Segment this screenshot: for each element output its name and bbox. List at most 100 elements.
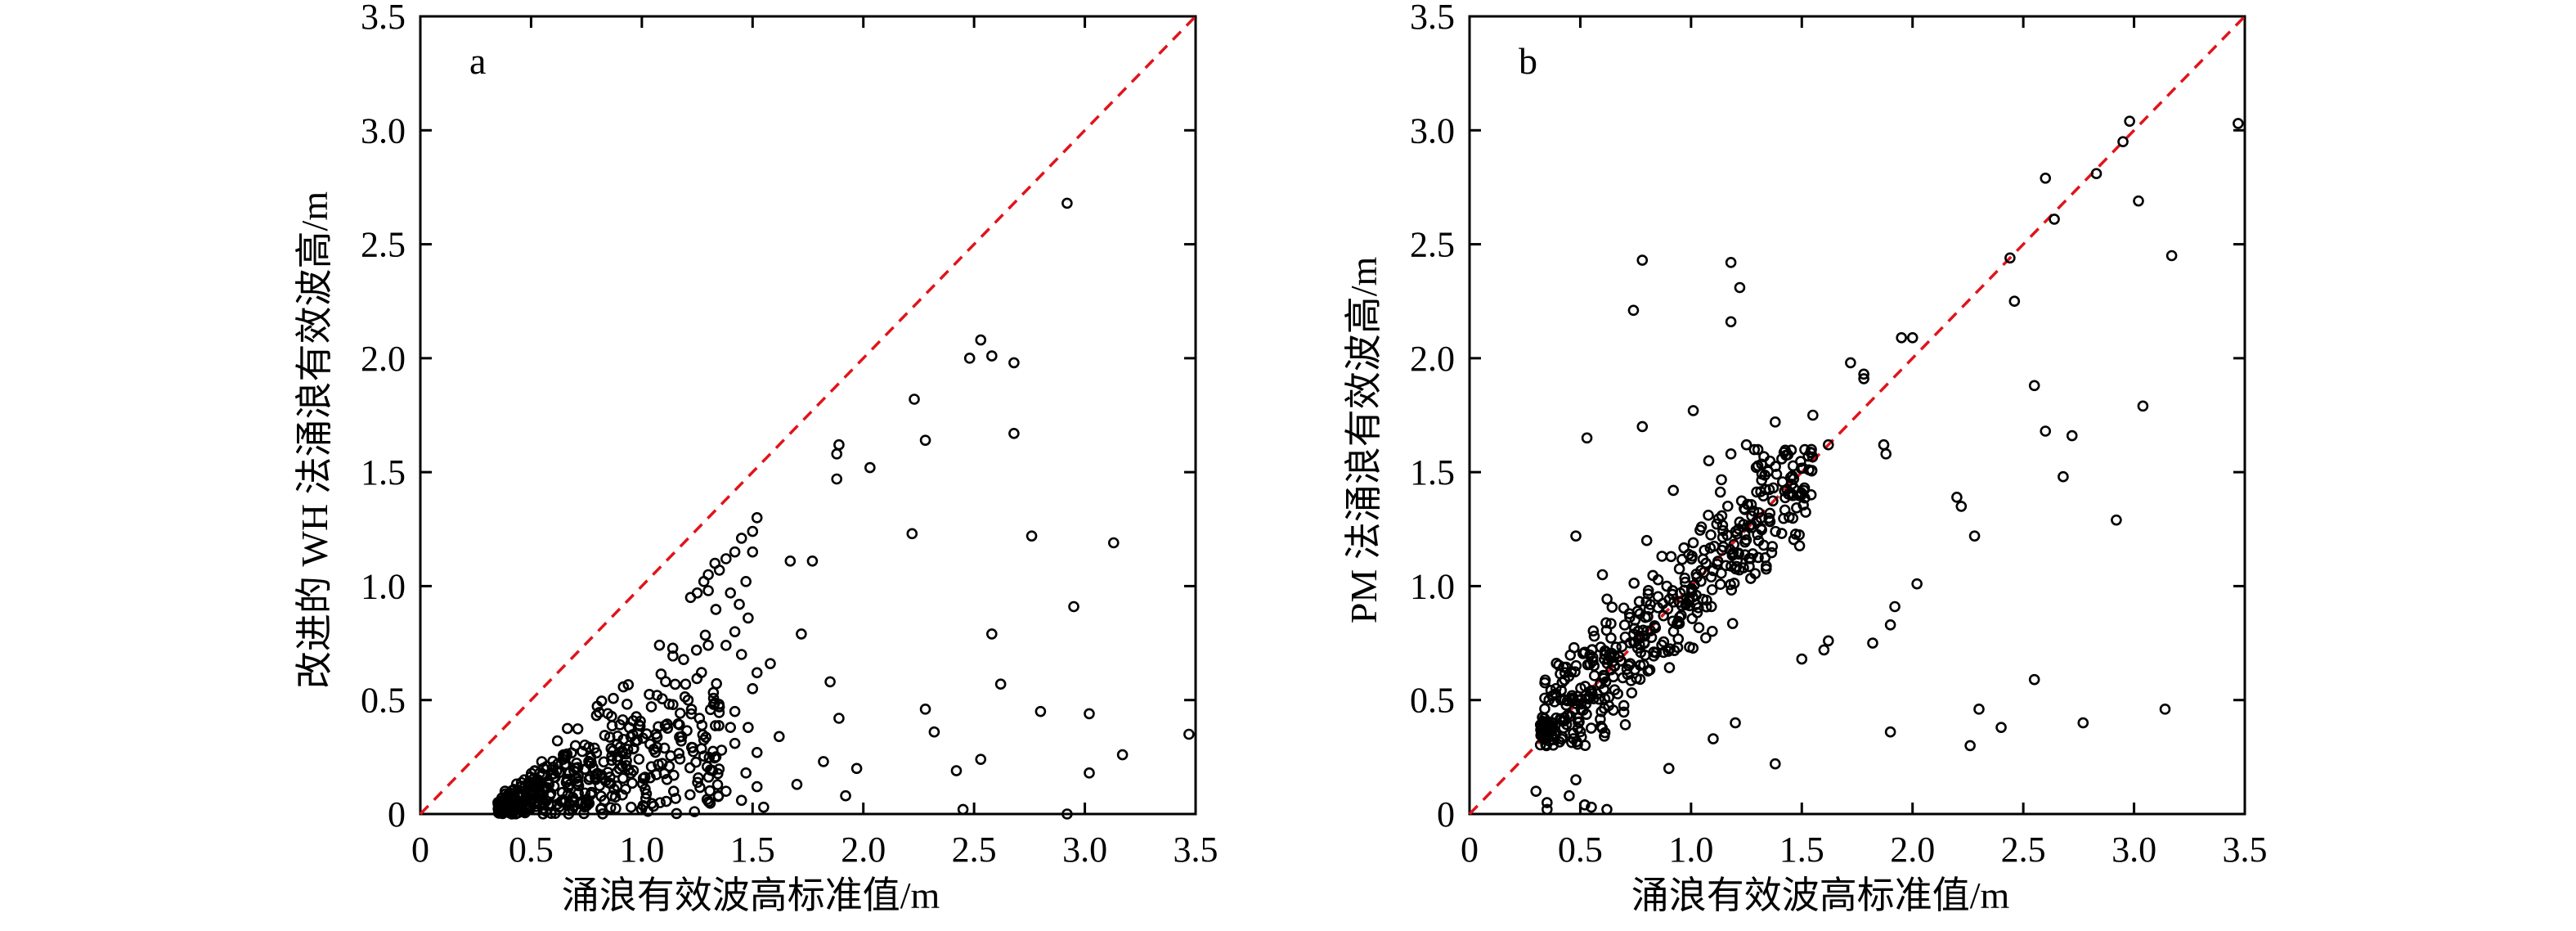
data-point [919,704,931,715]
data-point [1619,719,1631,731]
data-point [2111,514,2122,526]
data-point [833,713,845,724]
data-point [1551,658,1562,669]
data-point [1618,706,1630,718]
data-point [684,762,696,774]
data-point [1955,501,1968,512]
data-point [627,715,640,726]
data-point [1663,762,1675,775]
x-tick-label: 1.5 [730,830,775,870]
data-point [1845,357,1856,369]
data-point [1530,785,1542,797]
data-point [1663,593,1676,605]
data-point [1656,551,1668,562]
data-point [1539,729,1551,741]
data-point [691,672,703,685]
data-point [707,765,719,776]
data-point [1609,684,1621,695]
data-point [571,757,582,769]
data-point [1616,641,1628,653]
data-point [1588,670,1600,681]
data-point [729,626,741,637]
data-point [634,720,646,732]
plot-frame [1468,15,2246,816]
data-point [1884,618,1896,631]
data-point [1583,693,1595,705]
data-point [1906,331,1919,344]
data-point [1686,613,1699,624]
data-point [1687,591,1699,603]
data-point [547,761,559,773]
data-point [1767,495,1779,507]
data-point [1703,509,1714,521]
data-point [1586,801,1597,813]
data-point [919,434,931,446]
x-tick-label: 3.5 [1174,830,1218,870]
data-point [1606,601,1618,614]
data-point [1116,749,1129,761]
data-point [712,790,725,803]
data-point [1795,456,1806,467]
y-tick-label: 0.5 [1410,681,1455,721]
data-point [1652,591,1664,603]
data-point [580,763,592,776]
data-point [1714,578,1726,591]
reference-line-1-to-1 [419,15,1197,816]
data-point [1818,644,1830,656]
data-point [1766,541,1779,552]
data-point [1541,797,1553,808]
data-point [656,693,668,704]
data-point [2058,470,2069,483]
data-point [645,701,657,713]
data-point [1684,641,1695,653]
data-point [1627,628,1640,640]
data-point [725,722,737,733]
data-point [667,650,679,662]
data-point [1642,585,1654,596]
data-point [543,776,554,789]
data-point [692,776,703,789]
data-point [579,787,591,799]
y-tick-label: 2.0 [1410,339,1455,379]
data-point [690,644,702,656]
data-point [1579,740,1591,751]
data-point [1008,357,1020,369]
data-point [661,773,673,785]
data-point [1695,575,1707,587]
data-point [551,735,563,747]
data-point [680,678,692,690]
data-point [1716,474,1727,486]
data-point [1769,758,1781,770]
data-point [1680,599,1692,611]
data-point [1574,726,1586,738]
data-point [1605,663,1617,676]
data-point [577,745,588,758]
data-point [509,808,522,820]
data-point [1770,468,1783,480]
y-axis-title: PM 法涌浪有效波高/m [1343,257,1384,624]
data-point [1596,722,1609,734]
y-tick-label: 1.0 [1410,566,1455,606]
x-tick-label: 3.5 [2223,830,2268,870]
data-point [669,678,681,690]
data-point [1752,535,1765,546]
x-tick-label: 0.5 [1558,830,1603,870]
data-point [660,795,672,807]
data-point [1755,522,1766,534]
data-point [2233,118,2244,129]
data-point [1867,637,1878,649]
data-point [560,776,572,789]
data-point [1598,672,1609,684]
data-point [1656,639,1667,651]
data-point [1550,682,1562,695]
data-point [502,789,514,801]
y-tick-label: 1.5 [1410,452,1455,492]
data-point [674,719,685,731]
data-point [608,692,619,704]
data-point [1107,537,1120,549]
data-point [689,806,701,817]
data-point [693,772,704,784]
x-axis-title: 涌浪有效波高标准值/m [1631,875,2010,916]
y-axis-title: 改进的 WH 法涌浪有效波高/m [294,191,335,689]
